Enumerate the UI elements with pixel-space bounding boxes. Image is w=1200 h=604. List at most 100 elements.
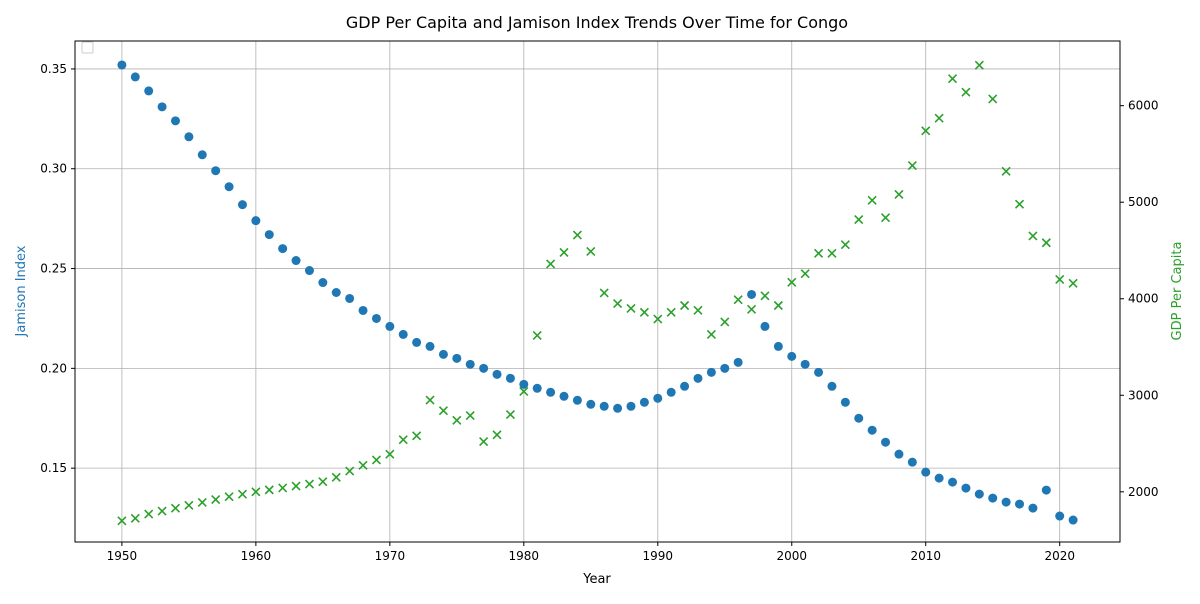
y-tick-label-right: 5000: [1128, 195, 1159, 209]
data-point-jamison-index: [345, 293, 355, 303]
data-point-jamison-index: [425, 341, 435, 351]
data-point-gdp-per-capita: [733, 295, 743, 305]
data-point-gdp-per-capita: [720, 317, 730, 327]
data-point-jamison-index: [894, 449, 904, 459]
data-point-jamison-index: [117, 60, 127, 70]
data-point-jamison-index: [921, 467, 931, 477]
data-point-jamison-index: [237, 200, 247, 210]
data-point-jamison-index: [907, 457, 917, 467]
data-point-jamison-index: [800, 359, 810, 369]
data-point-jamison-index: [599, 401, 609, 411]
data-point-jamison-index: [613, 403, 623, 413]
data-point-gdp-per-capita: [854, 215, 864, 225]
data-point-gdp-per-capita: [1028, 231, 1038, 241]
data-point-gdp-per-capita: [278, 483, 288, 493]
data-point-jamison-index: [251, 216, 261, 226]
x-tick-label: 1970: [375, 549, 406, 563]
x-tick-label: 1990: [643, 549, 674, 563]
data-point-gdp-per-capita: [211, 494, 221, 505]
data-point-gdp-per-capita: [1068, 278, 1078, 288]
data-point-jamison-index: [814, 367, 824, 377]
data-point-gdp-per-capita: [1001, 166, 1011, 176]
data-point-jamison-index: [881, 437, 891, 447]
y-axis-label-right: GDP Per Capita: [1170, 242, 1185, 341]
y-tick-label-left: 0.25: [40, 262, 67, 276]
data-point-jamison-index: [371, 313, 381, 323]
data-point-gdp-per-capita: [371, 455, 382, 465]
y-tick-label-left: 0.20: [40, 361, 67, 375]
data-point-gdp-per-capita: [760, 291, 770, 301]
data-point-jamison-index: [961, 483, 971, 493]
data-point-jamison-index: [1068, 515, 1078, 525]
data-point-gdp-per-capita: [170, 503, 181, 513]
plot-series: [117, 60, 1078, 526]
y-tick-label-right: 2000: [1128, 485, 1159, 499]
data-point-gdp-per-capita: [144, 509, 154, 519]
data-point-gdp-per-capita: [264, 485, 274, 495]
data-point-jamison-index: [867, 425, 877, 435]
data-point-jamison-index: [170, 116, 180, 126]
data-point-gdp-per-capita: [412, 431, 422, 441]
data-point-gdp-per-capita: [599, 288, 609, 298]
data-point-gdp-per-capita: [639, 307, 649, 317]
data-point-gdp-per-capita: [894, 189, 904, 200]
y-tick-label-right: 3000: [1128, 388, 1159, 402]
data-point-gdp-per-capita: [492, 430, 502, 440]
data-point-gdp-per-capita: [304, 479, 315, 489]
data-point-gdp-per-capita: [586, 246, 596, 257]
data-point-jamison-index: [988, 493, 998, 503]
data-point-gdp-per-capita: [867, 195, 877, 205]
data-point-jamison-index: [639, 397, 649, 407]
data-point-gdp-per-capita: [988, 94, 998, 104]
data-point-gdp-per-capita: [626, 303, 636, 313]
data-point-gdp-per-capita: [546, 259, 556, 269]
data-point-gdp-per-capita: [331, 472, 341, 482]
data-point-jamison-index: [974, 489, 984, 499]
x-tick-label: 1960: [241, 549, 272, 563]
data-point-jamison-index: [278, 244, 288, 254]
data-point-gdp-per-capita: [787, 277, 797, 287]
data-point-gdp-per-capita: [398, 435, 408, 445]
data-point-gdp-per-capita: [880, 213, 891, 223]
data-point-gdp-per-capita: [773, 300, 783, 311]
data-point-jamison-index: [479, 363, 489, 373]
data-point-gdp-per-capita: [291, 481, 301, 491]
data-point-gdp-per-capita: [117, 516, 127, 526]
data-point-gdp-per-capita: [961, 87, 971, 97]
data-point-gdp-per-capita: [934, 113, 944, 123]
data-point-jamison-index: [398, 329, 408, 339]
data-point-gdp-per-capita: [706, 329, 716, 340]
data-point-gdp-per-capita: [237, 489, 248, 499]
y-tick-label-right: 4000: [1128, 292, 1159, 306]
data-point-gdp-per-capita: [184, 500, 194, 510]
data-point-jamison-index: [358, 305, 368, 315]
data-point-jamison-index: [505, 373, 515, 383]
data-point-gdp-per-capita: [532, 330, 542, 340]
data-point-gdp-per-capita: [907, 160, 917, 171]
y-tick-label-left: 0.15: [40, 461, 67, 475]
data-point-jamison-index: [827, 381, 837, 391]
data-point-jamison-index: [1028, 503, 1038, 513]
data-point-gdp-per-capita: [251, 487, 261, 497]
chart-title: GDP Per Capita and Jamison Index Trends …: [346, 13, 848, 32]
data-point-jamison-index: [1015, 499, 1025, 509]
plot-frame: [74, 40, 1121, 543]
data-point-gdp-per-capita: [653, 314, 663, 324]
data-point-jamison-index: [666, 387, 676, 397]
data-point-jamison-index: [331, 287, 341, 297]
data-point-jamison-index: [465, 359, 475, 369]
y-tick-label-left: 0.35: [40, 62, 67, 76]
data-point-jamison-index: [787, 351, 797, 361]
data-point-jamison-index: [197, 150, 207, 160]
data-point-gdp-per-capita: [947, 74, 958, 84]
data-point-jamison-index: [626, 401, 636, 411]
data-point-jamison-index: [1001, 497, 1011, 507]
data-point-gdp-per-capita: [680, 300, 690, 311]
data-point-jamison-index: [144, 86, 154, 96]
data-point-jamison-index: [532, 383, 542, 393]
data-point-gdp-per-capita: [613, 299, 623, 309]
data-point-jamison-index: [706, 367, 716, 377]
data-point-jamison-index: [653, 393, 663, 403]
data-point-jamison-index: [572, 395, 582, 405]
